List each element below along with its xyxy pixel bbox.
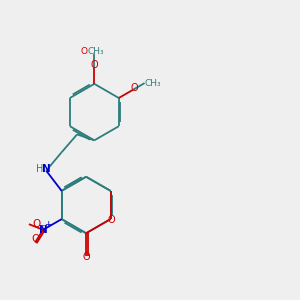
Text: H: H — [36, 164, 43, 174]
Text: O: O — [32, 220, 41, 230]
Text: O: O — [83, 252, 91, 262]
Text: O: O — [91, 60, 98, 70]
Text: O: O — [130, 83, 138, 93]
Text: CH₃: CH₃ — [88, 47, 104, 56]
Text: O: O — [107, 215, 115, 225]
Text: N: N — [39, 225, 47, 235]
Text: +: + — [44, 220, 52, 229]
Text: CH₃: CH₃ — [145, 79, 161, 88]
Text: O: O — [80, 47, 87, 56]
Text: −: − — [37, 220, 45, 229]
Text: O: O — [32, 234, 40, 244]
Text: N: N — [42, 164, 51, 174]
